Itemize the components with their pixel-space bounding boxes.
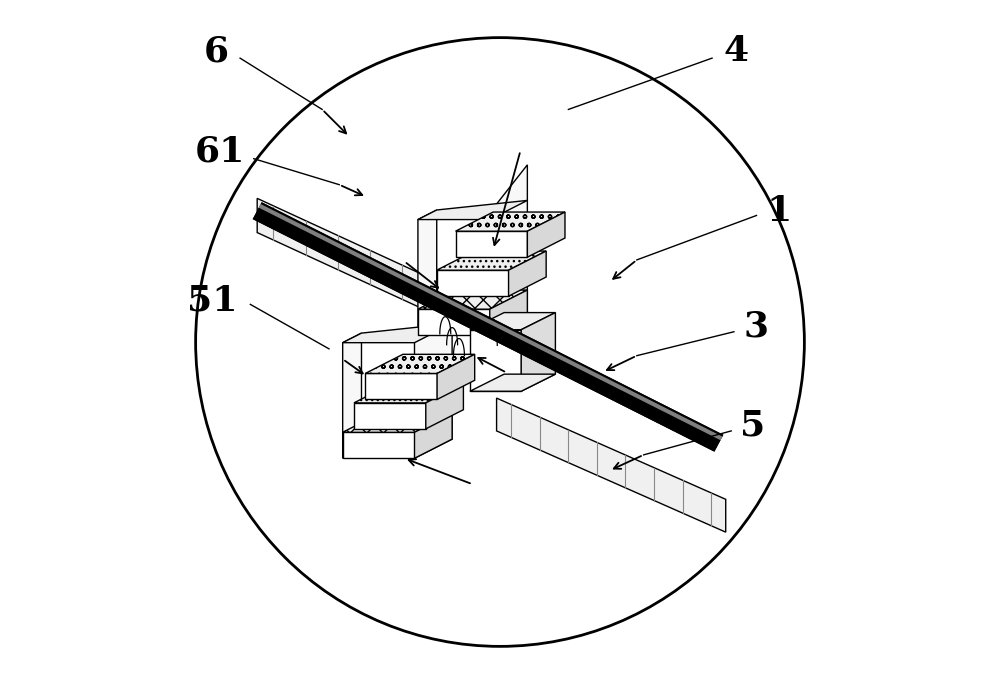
Polygon shape: [253, 202, 723, 451]
Polygon shape: [259, 204, 722, 440]
Text: 51: 51: [187, 284, 238, 318]
Polygon shape: [437, 270, 509, 296]
Polygon shape: [437, 354, 475, 399]
Polygon shape: [470, 374, 555, 391]
Polygon shape: [418, 309, 490, 335]
Polygon shape: [437, 251, 546, 270]
Polygon shape: [456, 231, 527, 257]
Text: 4: 4: [723, 34, 749, 68]
Polygon shape: [418, 200, 527, 220]
Polygon shape: [418, 210, 437, 335]
Polygon shape: [365, 373, 437, 399]
Text: 3: 3: [744, 310, 769, 344]
Polygon shape: [490, 165, 527, 335]
Polygon shape: [343, 324, 452, 343]
Polygon shape: [365, 354, 475, 373]
Polygon shape: [343, 432, 415, 458]
Polygon shape: [253, 202, 723, 451]
Polygon shape: [521, 313, 555, 391]
Polygon shape: [354, 384, 463, 403]
Polygon shape: [259, 204, 722, 440]
Polygon shape: [470, 313, 555, 330]
Polygon shape: [426, 384, 463, 429]
Polygon shape: [470, 330, 521, 391]
Polygon shape: [490, 290, 527, 335]
Polygon shape: [343, 333, 361, 458]
Polygon shape: [415, 413, 452, 458]
Polygon shape: [415, 317, 452, 458]
Text: 61: 61: [194, 135, 245, 169]
Polygon shape: [354, 403, 426, 429]
Text: 6: 6: [204, 34, 229, 68]
Text: 1: 1: [766, 194, 792, 228]
Text: 5: 5: [740, 408, 766, 443]
Polygon shape: [497, 398, 726, 532]
Polygon shape: [343, 413, 452, 432]
Polygon shape: [418, 290, 527, 309]
Polygon shape: [257, 198, 483, 337]
Polygon shape: [509, 251, 546, 296]
Polygon shape: [456, 212, 565, 231]
Polygon shape: [527, 212, 565, 257]
